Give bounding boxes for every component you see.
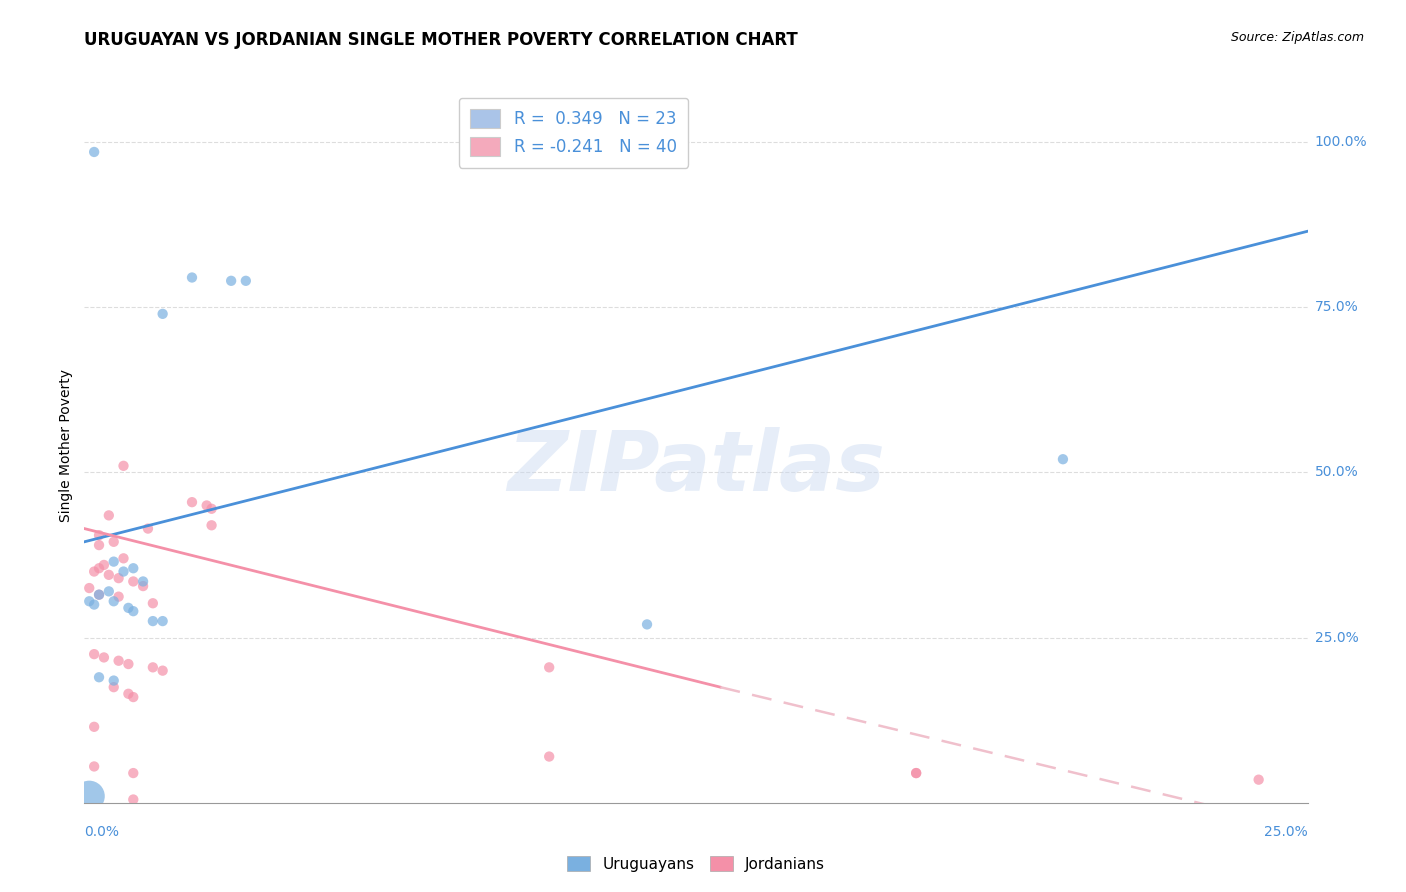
Point [77, 594, 100, 608]
Point [152, 307, 174, 321]
Point [93, 558, 115, 572]
Point [142, 614, 165, 628]
Point [538, 660, 561, 674]
Point [122, 561, 145, 575]
Point [1247, 772, 1270, 787]
Point [77, 581, 100, 595]
Point [636, 617, 658, 632]
Point [538, 749, 561, 764]
Point [132, 574, 155, 589]
Point [122, 574, 145, 589]
Legend: Uruguayans, Jordanians: Uruguayans, Jordanians [558, 847, 834, 880]
Point [235, 274, 257, 288]
Point [112, 458, 135, 473]
Point [195, 499, 218, 513]
Point [181, 270, 204, 285]
Point [87, 528, 110, 542]
Text: 0.0%: 0.0% [84, 825, 120, 839]
Point [83, 759, 105, 773]
Point [83, 647, 105, 661]
Point [1052, 452, 1074, 467]
Point [103, 594, 125, 608]
Point [87, 538, 110, 552]
Point [87, 588, 110, 602]
Y-axis label: Single Mother Poverty: Single Mother Poverty [59, 369, 73, 523]
Point [103, 555, 125, 569]
Text: 75.0%: 75.0% [1315, 301, 1358, 314]
Point [107, 654, 129, 668]
Point [200, 501, 222, 516]
Point [117, 657, 139, 671]
Point [87, 588, 110, 602]
Point [83, 145, 105, 159]
Point [103, 534, 125, 549]
Point [142, 660, 165, 674]
Text: 100.0%: 100.0% [1315, 135, 1367, 149]
Point [107, 571, 129, 585]
Point [132, 579, 155, 593]
Point [122, 604, 145, 618]
Point [103, 673, 125, 688]
Point [77, 789, 100, 804]
Text: 25.0%: 25.0% [1315, 631, 1358, 645]
Point [905, 766, 928, 780]
Point [117, 687, 139, 701]
Point [142, 596, 165, 610]
Point [117, 600, 139, 615]
Point [83, 598, 105, 612]
Point [200, 518, 222, 533]
Point [122, 792, 145, 806]
Point [136, 522, 159, 536]
Point [152, 664, 174, 678]
Point [112, 551, 135, 566]
Point [97, 584, 120, 599]
Point [112, 565, 135, 579]
Point [181, 495, 204, 509]
Text: URUGUAYAN VS JORDANIAN SINGLE MOTHER POVERTY CORRELATION CHART: URUGUAYAN VS JORDANIAN SINGLE MOTHER POV… [84, 31, 799, 49]
Point [905, 766, 928, 780]
Point [103, 680, 125, 694]
Point [152, 614, 174, 628]
Point [219, 274, 242, 288]
Point [87, 561, 110, 575]
Point [122, 690, 145, 704]
Text: 25.0%: 25.0% [1264, 825, 1308, 839]
Point [87, 670, 110, 684]
Point [93, 650, 115, 665]
Text: Source: ZipAtlas.com: Source: ZipAtlas.com [1230, 31, 1364, 45]
Point [97, 567, 120, 582]
Point [122, 766, 145, 780]
Text: 50.0%: 50.0% [1315, 466, 1358, 479]
Text: ZIPatlas: ZIPatlas [508, 427, 884, 508]
Point [83, 720, 105, 734]
Point [97, 508, 120, 523]
Point [83, 565, 105, 579]
Point [107, 590, 129, 604]
